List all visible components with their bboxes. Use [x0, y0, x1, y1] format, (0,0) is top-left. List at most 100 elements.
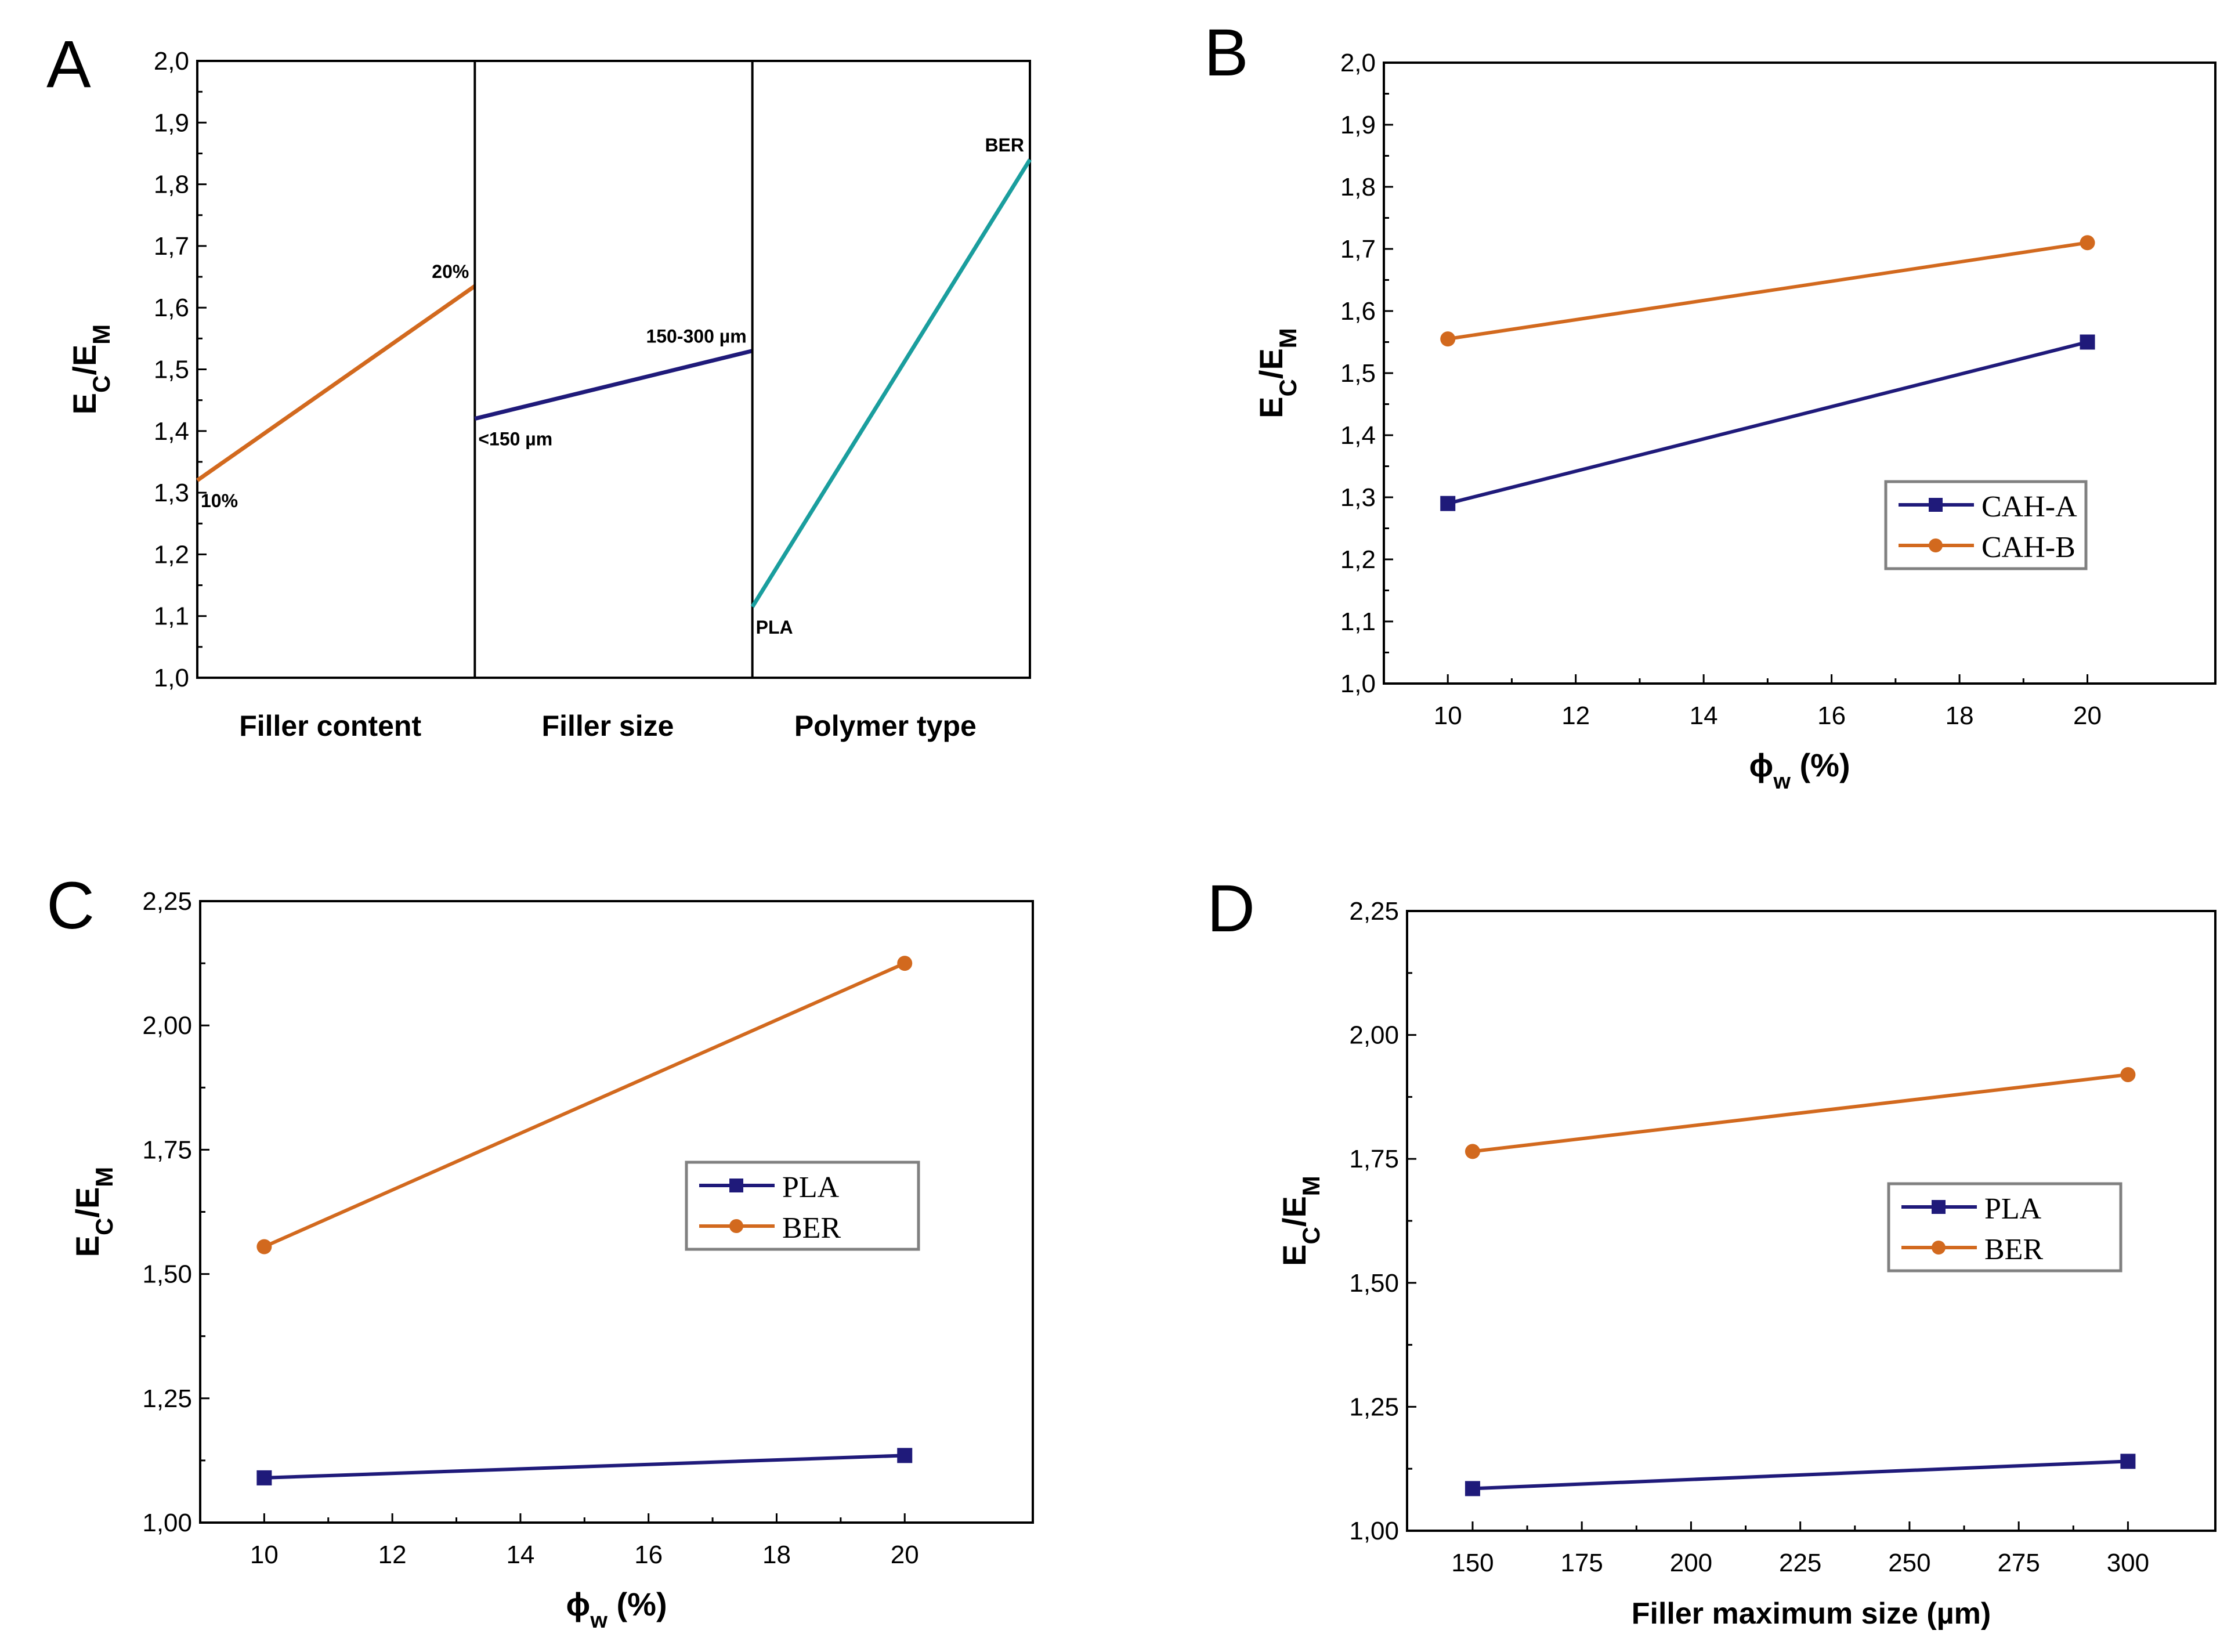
y-tick-label: 1,8 [1340, 173, 1376, 201]
data-point-cah-b [2080, 235, 2095, 251]
panel-d: D 1,00 1,25 1,50 1,75 2,00 2,25 EC/EM 150 175 200 2… [1207, 872, 2216, 1631]
y-axis-title: EC/EM [1253, 328, 1301, 418]
x-tick-label: 10 [1434, 702, 1462, 730]
data-point-pla [2120, 1454, 2136, 1469]
series-line-ber [263, 961, 906, 1249]
y-tick-label: 1,0 [154, 664, 189, 692]
y-tick-label: 1,50 [1349, 1269, 1399, 1297]
series-line-pla [1472, 1459, 2128, 1491]
x-tick-label: 250 [1888, 1549, 1930, 1577]
y-tick-label: 2,00 [142, 1011, 192, 1040]
x-axis-title: ϕw (%) [566, 1586, 667, 1633]
panel-label: D [1207, 872, 1255, 946]
y-tick-label: 1,3 [154, 479, 189, 507]
y-tick-label: 1,25 [142, 1385, 192, 1413]
level-label: 10% [201, 490, 238, 511]
data-point-pla [256, 1470, 272, 1485]
y-tick-label: 1,75 [1349, 1145, 1399, 1173]
x-tick-label: 14 [506, 1541, 534, 1569]
y-tick-label: 1,0 [1340, 670, 1376, 698]
x-tick-label: 200 [1670, 1549, 1712, 1577]
legend-box [1884, 480, 2088, 570]
x-tick-label: 16 [634, 1541, 663, 1569]
legend-label: BER [1984, 1233, 2043, 1266]
legend-label: BER [782, 1212, 841, 1245]
y-tick-label: 2,0 [154, 47, 189, 75]
y-tick-label: 1,4 [1340, 421, 1376, 450]
legend: PLA BER [1887, 1182, 2122, 1273]
panel-label: B [1204, 16, 1249, 90]
legend-marker [729, 1219, 743, 1233]
x-tick-label: 16 [1817, 702, 1846, 730]
main-effect-line [750, 158, 1032, 608]
data-point-ber [1465, 1144, 1480, 1159]
y-tick-label: 1,1 [1340, 608, 1376, 636]
data-point-ber [2120, 1067, 2136, 1082]
x-tick-label: 20 [891, 1541, 919, 1569]
legend-marker [1929, 498, 1943, 512]
y-tick-label: 1,5 [154, 356, 189, 384]
y-tick-label: 2,0 [1340, 49, 1376, 77]
factor-label: Polymer type [794, 710, 977, 742]
legend-marker [729, 1179, 743, 1192]
x-tick-label: 150 [1451, 1549, 1494, 1577]
main-effect-line [474, 349, 753, 421]
panel-b: B 1,0 1,1 1,2 1,3 1,4 1,5 1,6 1,7 1,8 1,9 2,0 EC/EM 1… [1204, 16, 2216, 794]
legend-marker [1929, 538, 1943, 552]
x-tick-label: 18 [762, 1541, 791, 1569]
y-tick-label: 1,9 [1340, 111, 1376, 139]
factor-label: Filler size [542, 710, 674, 742]
y-axis-title: EC/EM [1276, 1176, 1325, 1266]
x-axis-title: Filler maximum size (µm) [1632, 1597, 1991, 1631]
y-tick-label: 1,7 [1340, 235, 1376, 263]
series-line-cah-b [1447, 241, 2088, 341]
legend-box [1887, 1182, 2122, 1273]
x-tick-label: 20 [2073, 702, 2102, 730]
y-tick-label: 1,75 [142, 1136, 192, 1164]
y-tick-label: 1,5 [1340, 359, 1376, 388]
x-tick-label: 275 [1997, 1549, 2040, 1577]
main-effect-line [196, 284, 476, 482]
data-point-ber [897, 956, 913, 971]
x-tick-label: 12 [378, 1541, 407, 1569]
series-line-ber [1472, 1072, 2128, 1154]
legend-label: CAH-B [1981, 531, 2075, 564]
y-tick-label: 1,6 [1340, 297, 1376, 326]
y-tick-label: 1,00 [1349, 1517, 1399, 1545]
factor-label: Filler content [239, 710, 421, 742]
data-point-cah-a [1440, 496, 1456, 511]
y-axis-title: EC/EM [66, 324, 115, 415]
legend-marker [1932, 1200, 1946, 1214]
y-tick-label: 1,2 [154, 540, 189, 569]
y-tick-label: 1,4 [154, 417, 189, 446]
y-tick-label: 2,00 [1349, 1021, 1399, 1050]
legend-box [685, 1161, 920, 1251]
x-tick-label: 175 [1560, 1549, 1603, 1577]
y-tick-label: 1,50 [142, 1260, 192, 1289]
legend-label: CAH-A [1981, 490, 2077, 523]
legend: CAH-A CAH-B [1884, 480, 2088, 570]
x-tick-label: 300 [2107, 1549, 2149, 1577]
x-tick-label: 10 [250, 1541, 279, 1569]
legend: PLA BER [685, 1161, 920, 1251]
legend-marker [1932, 1241, 1946, 1255]
y-tick-label: 1,9 [154, 109, 189, 137]
panel-a: A 1,0 1,1 1,2 1,3 1,4 1,5 1,6 1,7 1,8 1,9 2,0 EC/EM 1… [46, 27, 1032, 742]
series-line-cah-a [1447, 340, 2088, 505]
x-tick-label: 18 [1946, 702, 1974, 730]
x-axis-title: ϕw (%) [1749, 747, 1850, 794]
y-tick-label: 1,7 [154, 232, 189, 261]
level-label: <150 µm [478, 429, 552, 450]
data-point-pla [1465, 1481, 1480, 1496]
y-tick-label: 1,00 [142, 1509, 192, 1537]
legend-label: PLA [1984, 1192, 2042, 1226]
plot-frame [1383, 62, 2216, 685]
level-label: 150-300 µm [646, 326, 746, 347]
y-tick-label: 1,6 [154, 294, 189, 322]
series-line-pla [264, 1454, 905, 1480]
panel-label: C [46, 869, 95, 943]
data-point-ber [256, 1239, 272, 1255]
y-tick-label: 1,2 [1340, 545, 1376, 574]
y-tick-label: 1,25 [1349, 1393, 1399, 1421]
